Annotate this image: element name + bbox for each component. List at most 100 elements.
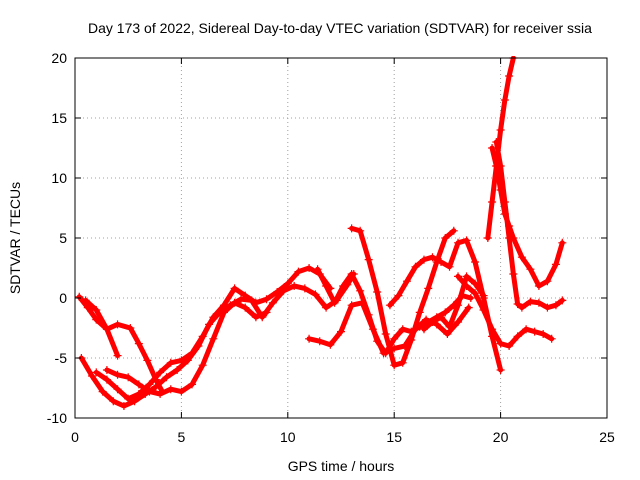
data-point [177,356,186,365]
data-point [230,298,239,307]
data-point [313,265,322,274]
data-point [558,238,567,247]
data-point [513,332,522,341]
data-point [134,390,143,398]
series-arc3 [92,264,335,403]
data-point [145,387,154,396]
data-point [483,234,492,242]
y-tick-label: -5 [55,350,68,366]
data-point [547,334,556,343]
data-point [113,385,122,394]
data-point [496,339,505,348]
y-tick-label: 15 [51,110,67,126]
data-point [126,324,135,332]
data-point [445,262,454,271]
data-point [290,282,299,290]
data-point [188,349,197,358]
data-point [273,288,282,296]
data-point [119,402,128,410]
series-arc5 [81,296,122,360]
data-point [262,308,271,317]
data-point [534,298,543,307]
data-point [441,234,450,242]
series-trace [421,273,487,332]
data-point [488,325,497,334]
data-point [98,387,107,396]
data-point [398,358,407,367]
series-layer [75,56,567,410]
data-point [390,334,399,343]
data-point [305,334,314,343]
data-point [151,382,160,391]
data-point [381,349,390,358]
y-tick-labels: -10 -5 0 5 10 15 20 [47,50,67,426]
data-point [124,394,133,403]
data-point [471,279,480,288]
series-trace [83,297,121,359]
x-tick-label: 0 [71,429,79,445]
x-tick-label: 25 [599,429,615,445]
data-point [236,295,245,304]
series-arc10 [454,272,556,350]
data-point [113,320,122,329]
data-point [454,301,463,310]
data-point [424,284,433,293]
x-tick-label: 5 [178,429,186,445]
data-point [251,298,260,307]
data-point [534,282,543,290]
data-point [415,322,424,331]
x-axis-title: GPS time / hours [288,458,395,474]
data-point [311,290,320,299]
data-point [262,295,271,304]
data-point [543,303,552,312]
data-point [173,366,182,374]
data-point [322,303,331,312]
y-tick-label: 5 [59,230,67,246]
data-point [471,258,480,266]
data-point [294,267,303,276]
series-arc4 [102,298,271,398]
data-point [330,298,339,307]
data-point [347,270,356,278]
data-point [124,373,133,382]
data-point [505,222,514,230]
data-point [454,318,463,326]
data-point [209,334,218,343]
data-point [449,226,458,235]
data-point [509,270,518,278]
y-tick-label: 10 [51,170,67,186]
series-arc11 [492,138,567,312]
data-point [381,330,390,338]
data-point [488,144,497,152]
y-tick-label: 20 [51,50,67,66]
data-point [177,387,186,396]
data-point [517,253,526,262]
data-point [166,358,175,367]
data-point [466,294,475,302]
data-point [339,282,348,290]
data-point [102,375,111,384]
grid [75,58,607,418]
data-point [109,397,118,406]
data-point [492,162,501,170]
data-point [415,308,424,317]
series-arc13 [488,144,567,290]
x-tick-label: 20 [493,429,509,445]
data-point [551,301,560,310]
data-point [539,330,548,338]
data-point [411,262,420,271]
data-point [443,330,452,338]
data-point [241,291,250,300]
data-point [113,370,122,379]
x-tick-label: 10 [280,429,296,445]
data-point [337,327,345,336]
data-point [407,336,416,344]
data-point [407,327,416,336]
series-arc8 [313,265,475,358]
data-point [551,260,560,269]
series-trace [104,300,270,397]
data-point [530,327,539,336]
data-point [462,236,471,245]
data-point [500,96,509,104]
axis-ticks [74,57,608,419]
